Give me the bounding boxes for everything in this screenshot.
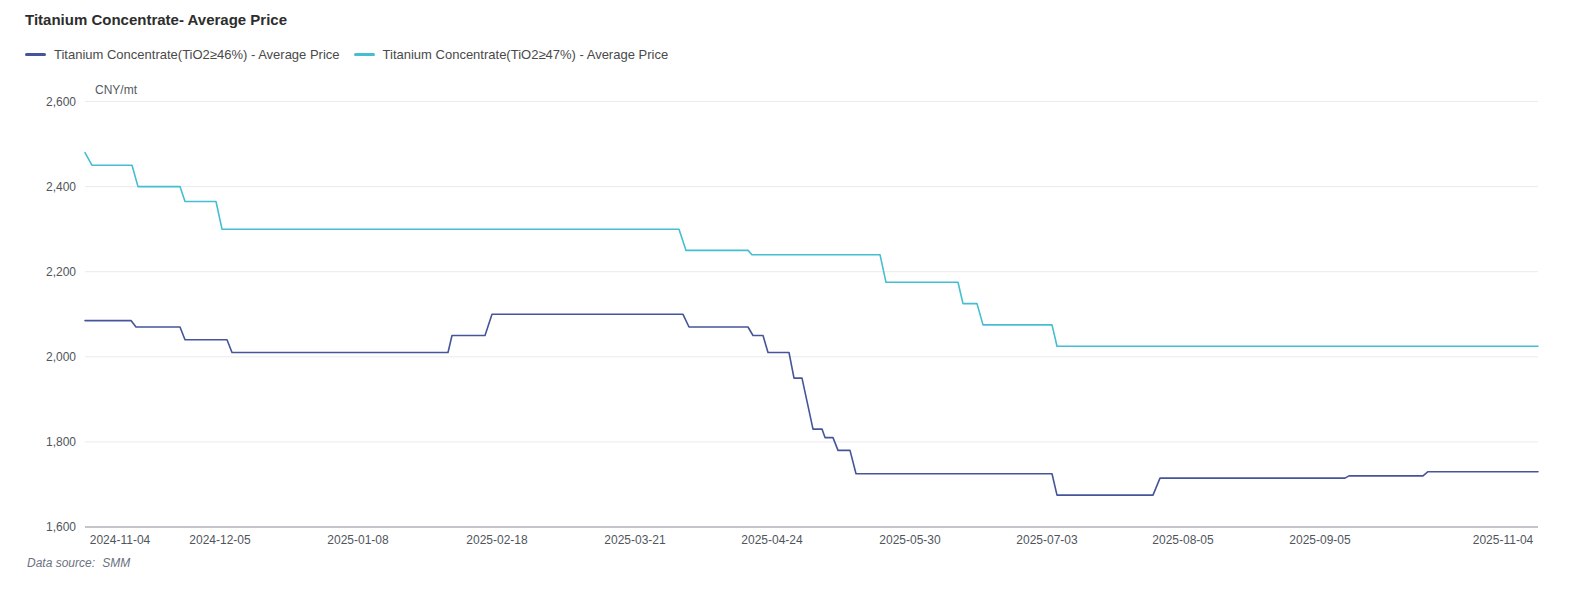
data-source-note: Data source: SMM [27, 556, 130, 570]
data-source-label: Data source: [27, 556, 95, 570]
y-tick-label: 2,400 [46, 180, 76, 194]
data-source-value: SMM [102, 556, 130, 570]
y-tick-label: 2,600 [46, 95, 76, 109]
line-chart-plot-area[interactable]: 2,600 2,400 2,200 2,000 1,800 1,600 2024-11-04… [0, 0, 1592, 598]
y-tick-label: 1,800 [46, 435, 76, 449]
x-tick-label: 2025-01-08 [327, 533, 389, 547]
x-tick-label: 2024-11-04 [90, 533, 151, 547]
x-tick-label: 2025-11-04 [1473, 533, 1534, 547]
x-tick-label: 2025-07-03 [1016, 533, 1078, 547]
y-tick-label: 1,600 [46, 520, 76, 534]
x-tick-label: 2025-09-05 [1289, 533, 1351, 547]
x-tick-label: 2025-02-18 [466, 533, 528, 547]
y-tick-label: 2,000 [46, 350, 76, 364]
x-tick-label: 2024-12-05 [189, 533, 251, 547]
series-line-tio2-47 [85, 153, 1538, 347]
x-tick-label: 2025-05-30 [879, 533, 941, 547]
price-chart-page: Titanium Concentrate- Average Price Tita… [0, 0, 1592, 598]
series-line-tio2-46 [85, 314, 1538, 495]
x-tick-label: 2025-03-21 [604, 533, 666, 547]
x-tick-label: 2025-04-24 [741, 533, 803, 547]
x-tick-label: 2025-08-05 [1152, 533, 1214, 547]
y-tick-label: 2,200 [46, 265, 76, 279]
